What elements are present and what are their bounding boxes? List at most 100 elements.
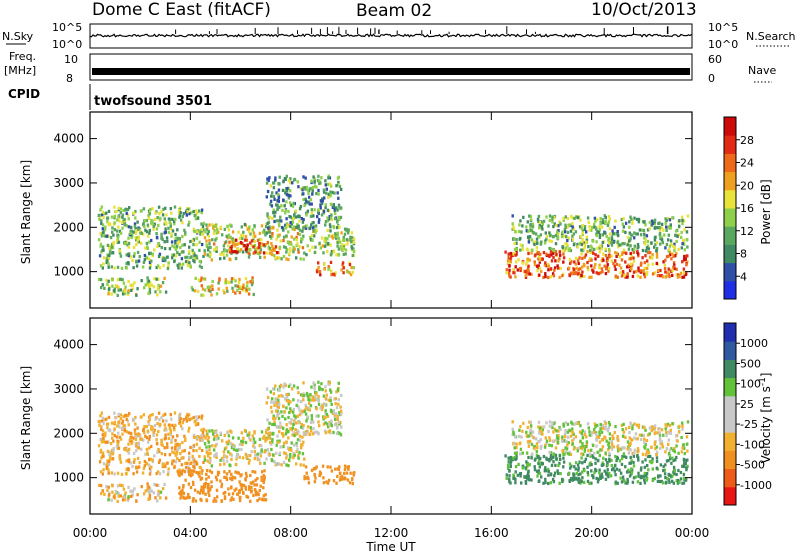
echo-cell: [325, 187, 328, 191]
echo-cell: [613, 225, 616, 229]
echo-cell: [310, 429, 313, 433]
echo-cell: [124, 208, 127, 212]
echo-cell: [310, 223, 313, 227]
echo-cell: [568, 223, 571, 227]
echo-cell: [205, 239, 208, 243]
echo-cell: [222, 458, 225, 463]
echo-cell: [161, 487, 165, 491]
echo-cell: [236, 242, 239, 246]
echo-cell: [583, 245, 586, 249]
echo-cell: [119, 494, 122, 498]
echo-cell: [582, 249, 585, 253]
echo-cell: [127, 236, 130, 240]
echo-cell: [135, 499, 138, 503]
echo-cell: [573, 260, 576, 264]
echo-cell: [134, 227, 137, 231]
echo-cell: [676, 234, 679, 238]
echo-cell: [266, 226, 270, 230]
echo-cell: [559, 427, 562, 432]
echo-cell: [100, 440, 104, 444]
echo-cell: [229, 247, 233, 251]
echo-cell: [633, 451, 636, 455]
echo-cell: [188, 207, 191, 211]
echo-cell: [143, 492, 146, 496]
echo-cell: [164, 464, 167, 468]
echo-cell: [254, 478, 257, 482]
echo-cell: [176, 448, 179, 452]
echo-cell: [208, 254, 211, 259]
echo-cell: [594, 262, 597, 267]
echo-cell: [261, 436, 265, 440]
echo-cell: [195, 243, 198, 247]
echo-cell: [193, 459, 196, 463]
echo-cell: [558, 275, 561, 279]
echo-cell: [218, 278, 221, 282]
echo-cell: [210, 480, 213, 484]
echo-cell: [321, 403, 324, 407]
echo-cell: [217, 287, 220, 291]
echo-cell: [307, 477, 310, 481]
echo-cell: [285, 399, 289, 403]
echo-cell: [334, 211, 337, 216]
echo-cell: [275, 219, 278, 223]
echo-cell: [181, 488, 184, 492]
echo-cell: [148, 240, 151, 244]
echo-cell: [347, 467, 350, 471]
echo-cell: [205, 472, 208, 476]
echo-cell: [281, 188, 285, 192]
echo-cell: [196, 422, 200, 426]
echo-cell: [669, 428, 672, 432]
echo-cell: [150, 465, 153, 469]
colorbar-segment: [724, 359, 736, 379]
echo-cell: [606, 468, 609, 472]
echo-cell: [572, 243, 576, 247]
echo-cell: [571, 439, 574, 443]
echo-cell: [147, 291, 150, 295]
echo-cell: [309, 420, 313, 424]
nsearch-label: N.Search: [746, 30, 796, 43]
echo-cell: [159, 284, 163, 288]
echo-cell: [571, 430, 574, 434]
echo-cell: [675, 472, 678, 477]
echo-cell: [324, 409, 327, 413]
echo-cell: [309, 426, 312, 430]
echo-cell: [135, 243, 138, 247]
echo-cell: [553, 222, 556, 226]
echo-cell: [258, 443, 261, 448]
echo-cell: [282, 235, 286, 239]
echo-cell: [636, 232, 639, 236]
echo-cell: [527, 251, 530, 256]
echo-cell: [338, 465, 341, 469]
echo-cell: [317, 402, 321, 406]
echo-cell: [119, 207, 123, 211]
echo-cell: [329, 396, 332, 400]
echo-cell: [514, 260, 518, 264]
echo-cell: [187, 259, 190, 263]
echo-cell: [610, 442, 614, 446]
echo-cell: [621, 242, 624, 246]
echo-cell: [576, 245, 579, 249]
echo-cell: [256, 499, 259, 503]
echo-cell: [505, 271, 508, 275]
echo-cell: [642, 228, 646, 233]
echo-cell: [506, 259, 510, 263]
echo-cell: [189, 256, 192, 260]
echo-cell: [269, 184, 272, 188]
echo-cell: [515, 247, 518, 251]
echo-cell: [630, 471, 634, 475]
echo-cell: [572, 475, 575, 479]
echo-cell: [330, 234, 334, 238]
echo-cell: [188, 467, 191, 471]
echo-cell: [152, 433, 155, 437]
echo-cell: [131, 283, 135, 287]
date-title: 10/Oct/2013: [591, 0, 697, 20]
echo-cell: [671, 479, 674, 483]
echo-cell: [539, 456, 542, 460]
echo-cell: [312, 221, 315, 225]
echo-cell: [131, 493, 134, 497]
echo-cell: [194, 217, 198, 221]
echo-cell: [626, 447, 629, 451]
echo-cell: [278, 439, 281, 443]
echo-cell: [551, 215, 554, 219]
echo-cell: [662, 260, 665, 264]
